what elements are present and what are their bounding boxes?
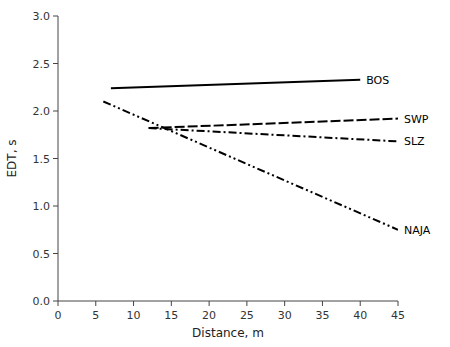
y-tick-label: 0.5	[33, 248, 51, 261]
y-tick	[53, 111, 58, 112]
y-tick	[53, 63, 58, 64]
x-tick	[58, 301, 59, 306]
series-label: SWP	[404, 113, 429, 126]
y-tick-label: 3.0	[33, 10, 51, 23]
y-tick-label: 1.5	[33, 153, 51, 166]
series-line	[149, 119, 398, 129]
y-tick	[53, 253, 58, 254]
series-line	[111, 80, 360, 89]
y-tick	[53, 301, 58, 302]
x-axis-line	[58, 301, 398, 302]
x-tick-label: 40	[353, 309, 367, 322]
x-tick	[95, 301, 96, 306]
x-tick-label: 25	[240, 309, 254, 322]
series-label: SLZ	[404, 135, 425, 148]
y-tick	[53, 158, 58, 159]
x-tick-label: 45	[391, 309, 405, 322]
x-tick-label: 5	[92, 309, 99, 322]
x-axis-label: Distance, m	[192, 326, 264, 340]
series-line	[149, 128, 398, 141]
y-tick-label: 1.0	[33, 200, 51, 213]
x-tick	[322, 301, 323, 306]
x-tick-label: 10	[127, 309, 141, 322]
x-tick-label: 20	[202, 309, 216, 322]
y-axis-label: EDT, s	[5, 139, 19, 177]
x-tick	[284, 301, 285, 306]
x-tick	[133, 301, 134, 306]
x-tick-label: 30	[278, 309, 292, 322]
chart: 0 5 10 15 20 25 30 35 40 45 0.0 0.5 1.0 1.5 2.0 2.5 3.0 D…	[0, 0, 450, 347]
y-tick	[53, 206, 58, 207]
y-tick-label: 0.0	[33, 295, 51, 308]
y-tick-label: 2.5	[33, 58, 51, 71]
x-tick-label: 35	[315, 309, 329, 322]
x-tick-label: 0	[55, 309, 62, 322]
lines	[103, 80, 398, 230]
x-tick	[360, 301, 361, 306]
x-tick	[246, 301, 247, 306]
x-tick-label: 15	[164, 309, 178, 322]
series-label: BOS	[366, 74, 389, 87]
series-line	[103, 102, 398, 230]
x-tick	[209, 301, 210, 306]
series-label: NAJA	[404, 224, 431, 237]
x-tick	[171, 301, 172, 306]
y-tick-label: 2.0	[33, 105, 51, 118]
y-tick	[53, 16, 58, 17]
x-tick	[398, 301, 399, 306]
